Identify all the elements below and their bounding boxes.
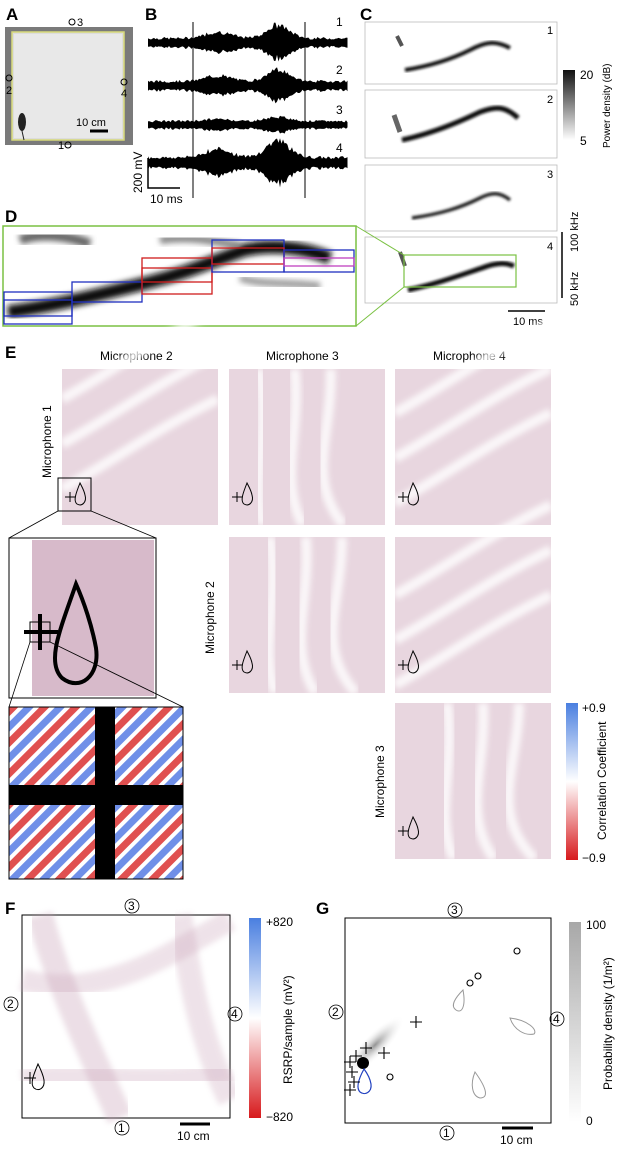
voltage-trace-4 (148, 138, 348, 188)
cbar-e-label: Correlation Coefficient (595, 721, 609, 840)
mic-3-icon-g (447, 902, 463, 918)
probability-map (344, 917, 552, 1124)
cbar-c-max: 20 (580, 68, 594, 82)
panel-label-e: E (5, 343, 16, 362)
mic-2-icon-a (5, 74, 13, 82)
connector-d-bottom (355, 286, 405, 327)
freq-label-hi: 100 kHz (569, 212, 581, 252)
mic-1-icon-a (64, 141, 72, 149)
connector-d-top (355, 225, 405, 256)
panel-label-f: F (5, 899, 15, 918)
spectrogram-3 (364, 164, 558, 232)
mic-label-g-4: 4 (553, 1012, 560, 1026)
cbar-g-min: 0 (586, 1114, 593, 1128)
panel-label-c: C (360, 5, 372, 24)
heatmap-m2-m3 (229, 536, 385, 697)
mic-2-icon-g (328, 1004, 344, 1020)
trace-label-1: 1 (336, 15, 343, 29)
mic-1-icon-g (439, 1125, 455, 1141)
mic-3-icon-a (68, 18, 76, 26)
cbar-c-label: Power density (dB) (602, 64, 613, 148)
scalebar-label-g: 10 cm (500, 1133, 533, 1147)
zoom-box-green (403, 254, 517, 288)
colorbar-correlation (566, 703, 578, 860)
frequency-boxes (3, 239, 355, 325)
spectrogram-4 (364, 236, 558, 304)
mic-label-a-3: 3 (77, 17, 83, 29)
cbar-e-min: −0.9 (582, 851, 606, 865)
colorbar-rsrp (249, 918, 261, 1118)
mic-label-a-1: 1 (58, 140, 64, 152)
panel-label-b: B (145, 5, 157, 24)
mic-label-g-2: 2 (332, 1005, 339, 1019)
spectrogram-1 (364, 21, 558, 85)
mic-4-icon-f (227, 1006, 243, 1022)
mouse-outline-blue (357, 1067, 372, 1095)
zoomed-spectrogram (2, 225, 357, 327)
zoom-inset-1 (8, 537, 157, 699)
mic-label-g-1: 1 (443, 1126, 450, 1140)
cbar-e-max: +0.9 (582, 701, 606, 715)
heatmap-m3-m4 (395, 702, 551, 863)
mic-3-icon-f (124, 898, 140, 914)
spec-label-1: 1 (547, 25, 553, 37)
scalebar-label-a: 10 cm (76, 117, 106, 129)
heatmap-m1-m3 (229, 368, 385, 529)
cbar-g-label: Probability density (1/m²) (601, 957, 615, 1090)
spec-label-2: 2 (547, 94, 553, 106)
scalebar-label-f: 10 cm (177, 1129, 210, 1143)
mouse-outline-large (53, 578, 99, 686)
cbar-f-min: −820 (266, 1110, 293, 1124)
colorbar-probability (569, 922, 581, 1122)
mic-label-a-4: 4 (121, 88, 127, 100)
cbar-f-label: RSRP/sample (mV²) (281, 975, 295, 1084)
mic-label-f-1: 1 (118, 1121, 125, 1135)
arena-photo (5, 27, 133, 145)
scale-bar-b (147, 158, 180, 189)
mic-label-f-2: 2 (7, 997, 14, 1011)
row-header-mic3: Microphone 3 (373, 745, 387, 818)
freq-label-lo: 50 kHz (569, 272, 581, 306)
col-header-mic3: Microphone 3 (266, 349, 339, 363)
spectrogram-2 (364, 89, 558, 159)
mic-4-icon-g (549, 1011, 565, 1027)
rsrp-map (19, 910, 241, 1124)
mic-2-icon-f (3, 996, 19, 1012)
trace-label-3: 3 (336, 103, 343, 117)
zoom-inset-2 (8, 706, 184, 880)
heatmap-m1-m4 (392, 318, 554, 525)
panel-label-a: A (6, 5, 18, 24)
mic-label-f-4: 4 (231, 1007, 238, 1021)
mic-label-f-3: 3 (128, 899, 135, 913)
voltage-trace-1 (148, 22, 348, 62)
row-header-mic1: Microphone 1 (40, 405, 54, 478)
zoom-box-small (57, 477, 92, 512)
row-header-mic2: Microphone 2 (203, 581, 217, 654)
panel-label-g: G (316, 899, 329, 918)
cbar-c-min: 5 (580, 134, 587, 148)
mic-1-icon-f (114, 1120, 130, 1136)
scale-label-b-x: 10 ms (150, 192, 183, 206)
spec-label-4: 4 (547, 241, 553, 253)
trace-label-2: 2 (336, 63, 343, 77)
colorbar-power (563, 70, 575, 140)
heatmap-m2-m4 (392, 500, 554, 693)
scale-label-b-y: 200 mV (131, 152, 145, 193)
spec-label-3: 3 (547, 169, 553, 181)
mouse-photo-icon (18, 113, 26, 131)
trace-label-4: 4 (336, 141, 343, 155)
cbar-f-max: +820 (266, 915, 293, 929)
mic-4-icon-a (120, 78, 128, 86)
mic-label-a-2: 2 (6, 85, 12, 97)
voltage-trace-2 (148, 67, 348, 104)
voltage-trace-3 (148, 115, 348, 134)
heatmap-m1-m2 (59, 304, 221, 525)
cbar-g-max: 100 (586, 918, 606, 932)
mic-label-g-3: 3 (451, 903, 458, 917)
panel-label-d: D (5, 207, 17, 226)
